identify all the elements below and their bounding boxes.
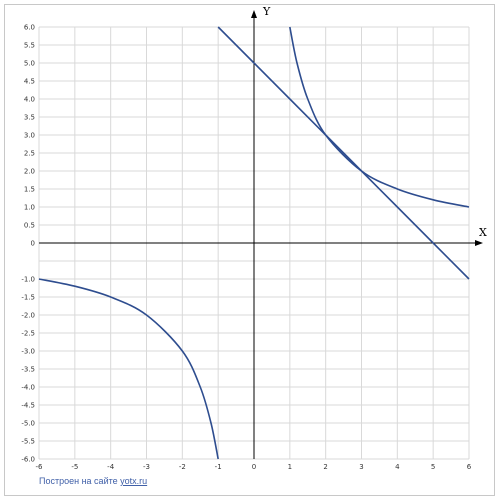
y-tick-label: 1.5 [24, 186, 35, 194]
y-tick-label: -1.0 [21, 276, 35, 284]
credit-line: Построен на сайте yotx.ru [39, 476, 147, 486]
y-tick-label: 4.0 [24, 96, 35, 104]
series-group [38, 26, 470, 460]
x-tick-label: 0 [252, 463, 256, 471]
y-tick-label: -5.0 [21, 420, 35, 428]
credit-prefix: Построен на сайте [39, 476, 121, 486]
y-tick-label: 0.5 [24, 222, 35, 230]
y-tick-label: 6.0 [24, 24, 35, 32]
y-tick-label: 4.5 [24, 78, 35, 86]
credit-link[interactable]: yotx.ru [120, 476, 148, 486]
y-tick-label: 0 [31, 240, 35, 248]
x-tick-label: 6 [467, 463, 472, 471]
x-tick-label: 3 [359, 463, 363, 471]
y-tick-label: 5.0 [24, 60, 35, 68]
y-tick-label: -1.5 [21, 294, 35, 302]
y-tick-label: 3.0 [24, 132, 35, 140]
axes [39, 10, 483, 459]
y-tick-label: -3.5 [21, 366, 35, 374]
y-tick-label: -3.0 [21, 348, 35, 356]
x-tick-label: 4 [395, 463, 400, 471]
x-tick-label: -6 [36, 463, 44, 471]
y-axis-arrow [251, 10, 257, 18]
chart-frame [4, 4, 495, 496]
y-tick-label: -2.0 [21, 312, 35, 320]
y-tick-label: -4.0 [21, 384, 35, 392]
y-tick-label: 2.0 [24, 168, 35, 176]
y-tick-label: 5.5 [24, 42, 35, 50]
x-tick-label: 2 [323, 463, 327, 471]
y-tick-label: 2.5 [24, 150, 35, 158]
y-tick-label: 3.5 [24, 114, 35, 122]
y-tick-label: -4.5 [21, 402, 35, 410]
y-axis-label: Y [262, 5, 271, 18]
x-tick-label: -4 [107, 463, 115, 471]
series-line-1 [38, 278, 219, 460]
x-tick-label: -1 [215, 463, 222, 471]
x-axis-arrow [475, 240, 483, 246]
x-tick-label: 1 [288, 463, 292, 471]
x-tick-label: -5 [71, 463, 78, 471]
y-tick-label: -6.0 [21, 456, 35, 464]
x-tick-label: -3 [143, 463, 150, 471]
series-line-2 [289, 26, 470, 208]
series-line-3 [217, 26, 470, 280]
y-tick-label: -2.5 [21, 330, 35, 338]
x-tick-label: 5 [431, 463, 435, 471]
y-tick-label: 1.0 [24, 204, 35, 212]
tick-labels: -6 -5 -4 -3 -2 -1 0 1 2 3 4 5 6 6.0 5.5 5.0 4.5 4.0 3.5 3.0… [21, 24, 471, 472]
y-tick-label: -5.5 [21, 438, 35, 446]
x-axis-label: X [479, 226, 487, 239]
x-tick-label: -2 [179, 463, 186, 471]
